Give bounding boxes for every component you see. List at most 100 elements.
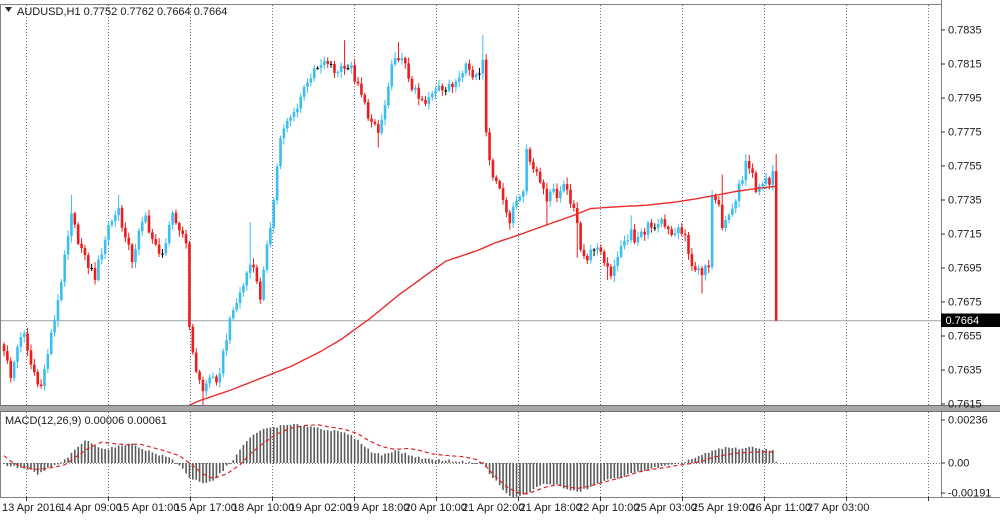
macd-histogram-bar [633, 463, 636, 473]
macd-histogram-bar [411, 455, 413, 463]
candle-body [12, 362, 16, 378]
macd-histogram-bar [684, 462, 686, 464]
candle-body [646, 222, 650, 235]
candle-body [532, 161, 535, 170]
candle-body [252, 264, 255, 268]
macd-histogram-bar [296, 424, 299, 463]
macd-histogram-bar [539, 463, 541, 486]
macd-histogram-bar [154, 453, 157, 463]
macd-histogram-bar [748, 446, 751, 463]
macd-histogram-bar [97, 447, 100, 463]
macd-histogram-bar [485, 463, 487, 468]
macd-histogram-bar [151, 452, 154, 463]
candle-body [211, 376, 215, 378]
macd-histogram-bar [475, 463, 477, 464]
macd-histogram-bar [185, 463, 187, 474]
macd-histogram-bar [407, 455, 410, 463]
macd-histogram-bar [428, 458, 430, 463]
macd-histogram-bar [498, 463, 501, 486]
macd-histogram-bar [245, 441, 248, 463]
candle-body [370, 118, 373, 122]
candle-body [704, 265, 707, 276]
macd-histogram-bar [33, 463, 36, 472]
candle-body [134, 249, 137, 263]
candle-body [697, 268, 700, 271]
macd-histogram-bar [458, 461, 461, 463]
macd-histogram-bar [465, 463, 467, 464]
macd-histogram-bar [610, 463, 612, 479]
candle-body [80, 243, 83, 248]
candle-body [407, 63, 410, 79]
candle-body [36, 372, 40, 385]
collapse-arrow-icon[interactable] [5, 7, 12, 12]
macd-histogram-bar [192, 463, 194, 480]
candle-body [272, 200, 276, 228]
macd-histogram-bar [289, 425, 292, 463]
macd-histogram-bar [620, 463, 622, 478]
macd-histogram-bar [664, 463, 666, 466]
moving-average-layer [185, 185, 777, 406]
chart-header: AUDUSD,H1 0.7752 0.7762 0.7664 0.7664 [5, 6, 227, 18]
price-axis[interactable]: 0.7835 0.7815 0.7795 0.7775 0.7755 0.7735 0.77… [941, 25, 991, 500]
candle-body [164, 243, 168, 254]
macd-histogram-bar [765, 448, 767, 463]
candle-body [481, 59, 485, 74]
candle-body [471, 69, 475, 78]
macd-histogram-bar [353, 439, 356, 463]
candle-body [474, 74, 478, 78]
candle-body [242, 285, 245, 293]
macd-histogram-bar [657, 463, 659, 468]
candle-body [693, 266, 697, 271]
macd-histogram-bar [252, 434, 255, 463]
candle-body [157, 244, 161, 254]
macd-histogram-bar [431, 459, 434, 463]
macd-histogram-bar [276, 427, 278, 463]
candle-body [346, 68, 350, 70]
candle-body [363, 94, 367, 103]
candle-body [56, 300, 60, 321]
candle-body [333, 63, 336, 73]
candle-body [6, 351, 9, 361]
time-axis-label: 27 Apr 03:00 [807, 502, 869, 514]
candle-body [758, 186, 761, 192]
macd-histogram-bar [660, 463, 663, 467]
candle-body [316, 67, 319, 70]
candle-body [306, 82, 309, 87]
candle-body [508, 212, 512, 224]
macd-histogram-bar [667, 463, 670, 465]
candle-body [387, 86, 390, 106]
time-axis-label: 20 Apr 10:00 [405, 502, 467, 514]
macd-histogram-bar [687, 459, 690, 463]
candle-body [339, 65, 343, 72]
macd-histogram-bar [26, 463, 29, 470]
candle-body [93, 268, 97, 280]
candle-body [680, 227, 684, 234]
macd-histogram-bar [613, 463, 616, 479]
candle-body [673, 233, 677, 235]
candle-body [29, 350, 33, 365]
time-axis-label: 15 Apr 01:00 [117, 502, 179, 514]
macd-histogram-bar [60, 462, 63, 464]
panel-splitter[interactable] [0, 405, 1000, 412]
candle-body [343, 65, 346, 69]
macd-histogram-bar [623, 463, 626, 477]
macd-histogram-bar [643, 463, 646, 471]
candle-body [289, 117, 292, 121]
macd-histogram-bar [387, 453, 390, 463]
candle-body [33, 364, 36, 373]
candle-body [137, 231, 141, 250]
candle-body [623, 240, 626, 246]
candle-body [545, 188, 549, 202]
candle-body [73, 213, 77, 225]
candle-body [515, 200, 518, 207]
macd-histogram-bar [326, 430, 329, 463]
candle-body [447, 83, 451, 91]
candle-body [323, 61, 326, 66]
macd-histogram-bar [556, 463, 558, 485]
price-tag-value: 0.7664 [946, 315, 980, 327]
candle-body [434, 90, 437, 94]
macd-indicator-label: MACD(12,26,9) 0.00006 0.00061 [5, 415, 167, 427]
